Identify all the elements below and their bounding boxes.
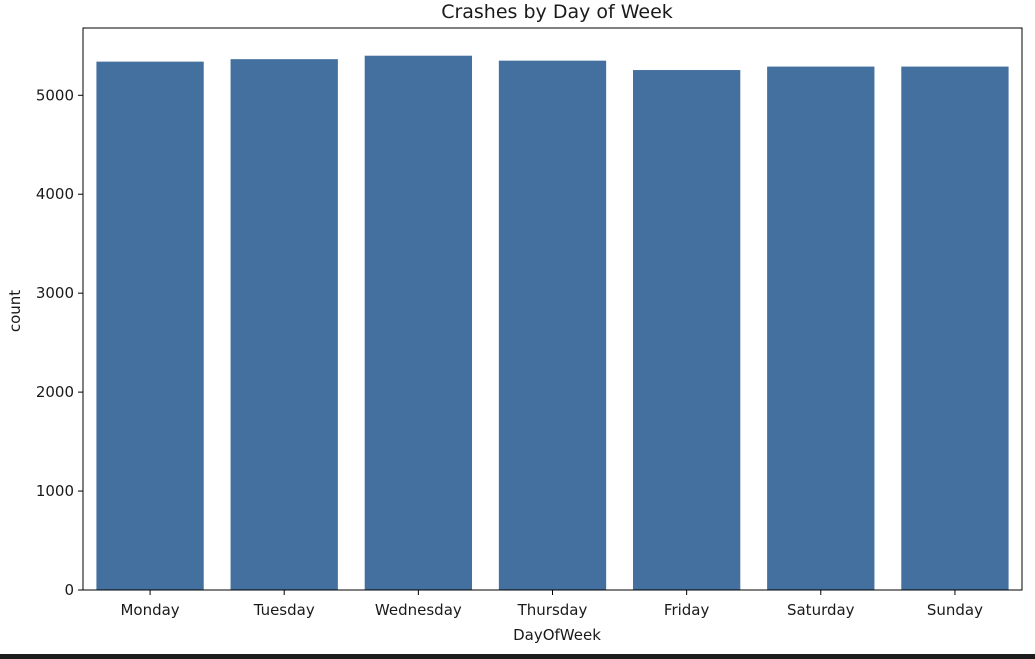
y-tick-label: 4000 — [36, 185, 74, 203]
y-tick-label: 5000 — [36, 86, 74, 104]
x-tick-label: Friday — [664, 601, 710, 619]
bar-friday — [632, 70, 741, 591]
chart-title: Crashes by Day of Week — [441, 1, 673, 23]
bar-saturday — [767, 66, 875, 591]
x-tick-label: Wednesday — [375, 601, 462, 619]
bar-thursday — [498, 60, 607, 590]
window-bottom-edge — [0, 654, 1035, 659]
y-axis: 0 1000 2000 3000 4000 5000 — [36, 86, 83, 599]
bar-monday — [96, 61, 204, 590]
bar-sunday — [901, 66, 1009, 591]
y-tick-label: 1000 — [36, 482, 74, 500]
y-tick-label: 3000 — [36, 284, 74, 302]
x-axis-label: DayOfWeek — [513, 626, 601, 644]
bar-wednesday — [364, 55, 473, 590]
x-tick-label: Thursday — [517, 601, 588, 619]
bar-tuesday — [230, 59, 338, 591]
x-tick-label: Saturday — [787, 601, 855, 619]
y-tick-label: 2000 — [36, 383, 74, 401]
x-tick-label: Monday — [120, 601, 179, 619]
x-axis: Monday Tuesday Wednesday Thursday Friday Satu… — [120, 590, 983, 619]
x-tick-label: Tuesday — [253, 601, 315, 619]
y-tick-label: 0 — [64, 581, 74, 599]
bars-group — [96, 55, 1009, 591]
y-axis-label: count — [6, 290, 24, 332]
x-tick-label: Sunday — [927, 601, 983, 619]
